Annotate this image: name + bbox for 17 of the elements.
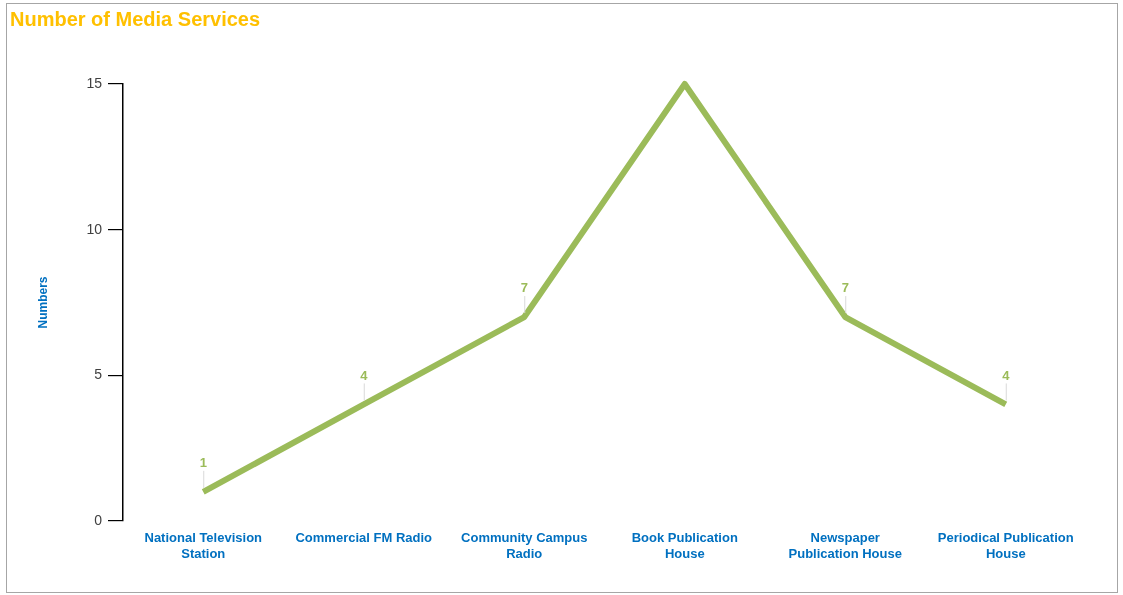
x-tick-label: Community Campus Radio (461, 530, 588, 561)
x-tick-label: Newspaper Publication House (788, 530, 902, 561)
x-tick-label: Commercial FM Radio (295, 530, 433, 546)
data-label: 7 (520, 280, 528, 296)
data-label: 4 (360, 367, 369, 383)
data-label: 7 (841, 280, 849, 296)
y-tick-label: 15 (86, 74, 103, 91)
y-axis-title: Numbers (35, 276, 50, 329)
x-tick-label: Periodical Publication House (937, 530, 1074, 561)
data-label: 1 (199, 454, 207, 470)
data-label: 4 (1002, 367, 1011, 383)
y-tick-label: 0 (94, 511, 103, 528)
x-tick-label: National Television Station (144, 530, 263, 561)
chart-title: Number of Media Services (10, 7, 261, 30)
y-tick-label: 5 (94, 366, 103, 383)
y-tick-label: 10 (86, 220, 103, 237)
x-tick-label: Book Publication House (631, 530, 738, 561)
